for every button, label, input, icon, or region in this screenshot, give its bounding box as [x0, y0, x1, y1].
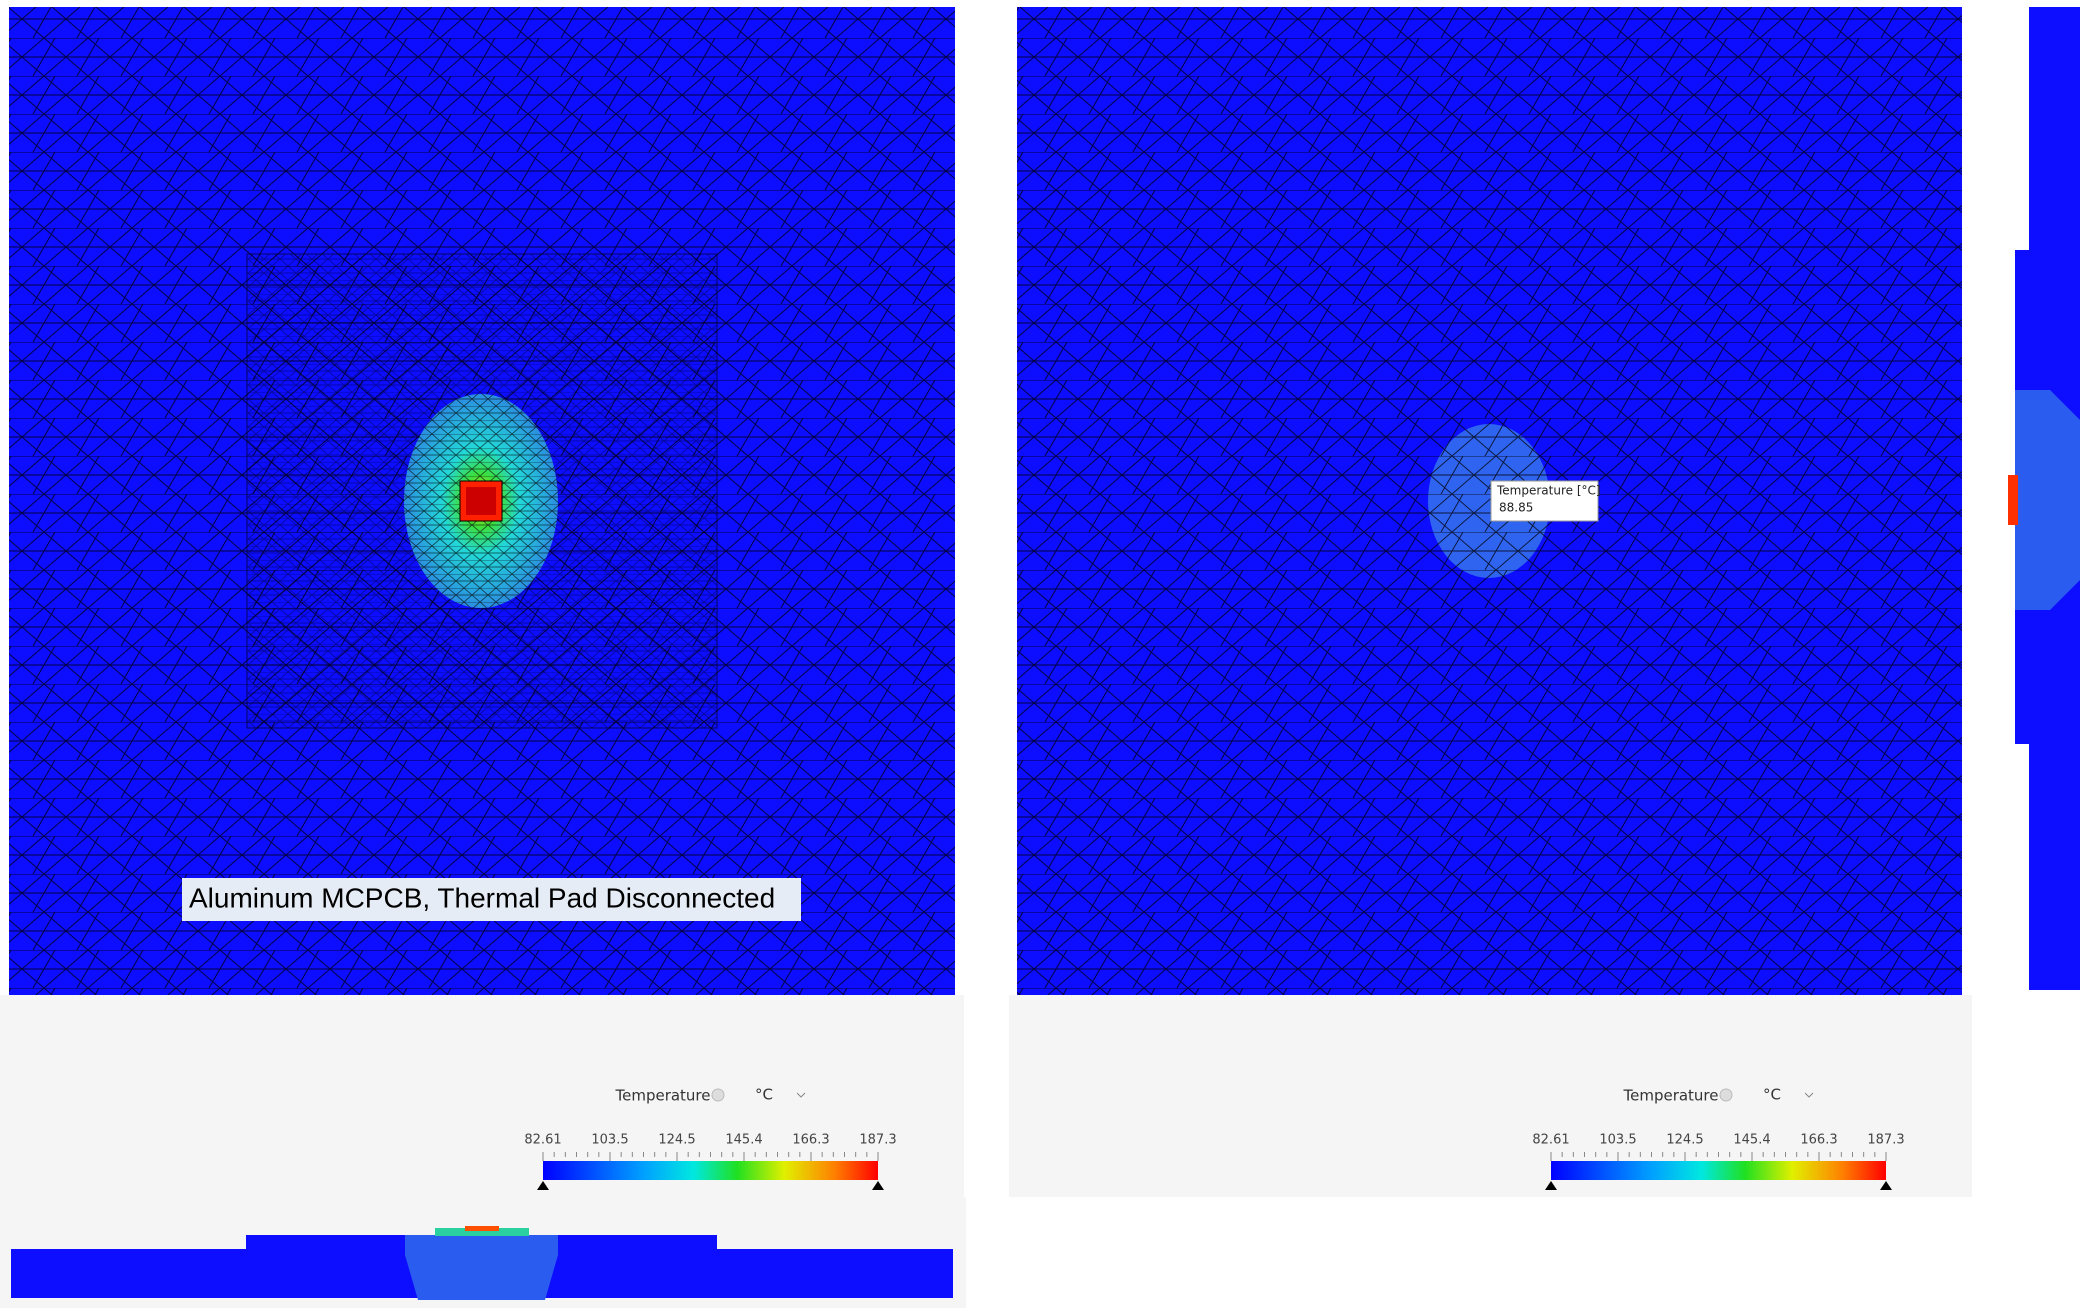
legend-title: Temperature [614, 1087, 710, 1105]
legend-tick-label: 82.61 [1532, 1133, 1569, 1148]
legend-unit[interactable]: °C [1763, 1086, 1781, 1104]
legend-info [1719, 1088, 1733, 1102]
unit-dropdown[interactable] [796, 1092, 806, 1098]
range-handle [1880, 1181, 1892, 1190]
section-hot [465, 1226, 499, 1231]
range-handle [537, 1181, 549, 1190]
probe-value: 88.85 [1499, 501, 1533, 515]
hot-core [466, 487, 496, 515]
section-pad [405, 1235, 558, 1300]
legend-tick-label: 103.5 [591, 1133, 628, 1148]
legend-tick-label: 166.3 [1800, 1133, 1837, 1148]
pad-mesh [1428, 424, 1550, 578]
legend-tick-label: 82.61 [524, 1133, 561, 1148]
side-pad [2015, 390, 2080, 610]
probe-label: Temperature [°C] [1496, 484, 1601, 498]
caption-box [182, 878, 801, 921]
side-hot [2008, 475, 2018, 525]
legend-tick-label: 124.5 [1666, 1133, 1703, 1148]
legend-tick-label: 187.3 [1867, 1133, 1904, 1148]
range-handle [1545, 1181, 1557, 1190]
legend-info [711, 1088, 725, 1102]
legend-unit[interactable]: °C [755, 1086, 773, 1104]
probe-box [1490, 480, 1599, 522]
color-bar [543, 1161, 878, 1180]
legend-title: Temperature [1622, 1087, 1718, 1105]
legend-tick-label: 187.3 [859, 1133, 896, 1148]
legend-tick-label: 145.4 [1733, 1133, 1770, 1148]
color-bar [1551, 1161, 1886, 1180]
section-chip [435, 1228, 529, 1236]
caption: Aluminum MCPCB, Thermal Pad Disconnected [189, 882, 775, 913]
legend-tick-label: 124.5 [658, 1133, 695, 1148]
legend-tick-label: 145.4 [725, 1133, 762, 1148]
legend-tick-label: 166.3 [792, 1133, 829, 1148]
legend-tick-label: 103.5 [1599, 1133, 1636, 1148]
unit-dropdown[interactable] [1804, 1092, 1814, 1098]
range-handle [872, 1181, 884, 1190]
